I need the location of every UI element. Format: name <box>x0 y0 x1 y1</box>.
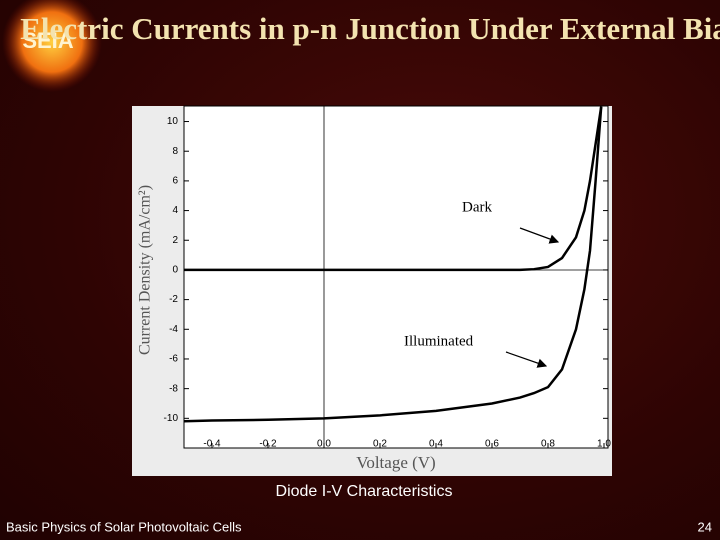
y-tick-label: 2 <box>172 235 178 246</box>
y-tick-label: -2 <box>169 294 178 305</box>
y-tick-label: 6 <box>172 176 178 187</box>
y-tick-label: -10 <box>164 413 179 424</box>
y-tick-label: 4 <box>172 205 178 216</box>
page-number: 24 <box>698 519 712 534</box>
y-tick-label: -6 <box>169 354 178 365</box>
slide-title: Electric Currents in p-n Junction Under … <box>20 11 720 46</box>
series-line <box>184 106 603 423</box>
annotation-arrow <box>519 227 560 244</box>
logo-text: SEIA <box>22 28 73 53</box>
series-line <box>184 106 603 272</box>
x-axis-label: Voltage (V) <box>356 453 435 472</box>
annotation-arrow <box>505 351 548 368</box>
y-tick-label: 8 <box>172 146 178 157</box>
series-annotation: Illuminated <box>404 333 474 349</box>
y-tick-label: 10 <box>167 116 179 127</box>
y-tick-label: -8 <box>169 383 178 394</box>
series-annotation: Dark <box>462 199 492 215</box>
y-axis-label: Current Density (mA/cm²) <box>137 185 154 355</box>
y-tick-label: -4 <box>169 324 178 335</box>
logo-sun <box>2 0 102 92</box>
footer: Basic Physics of Solar Photovoltaic Cell… <box>6 519 242 534</box>
caption: Diode I-V Characteristics <box>276 483 453 500</box>
plot-area <box>183 105 609 449</box>
y-tick-label: 0 <box>172 265 178 276</box>
